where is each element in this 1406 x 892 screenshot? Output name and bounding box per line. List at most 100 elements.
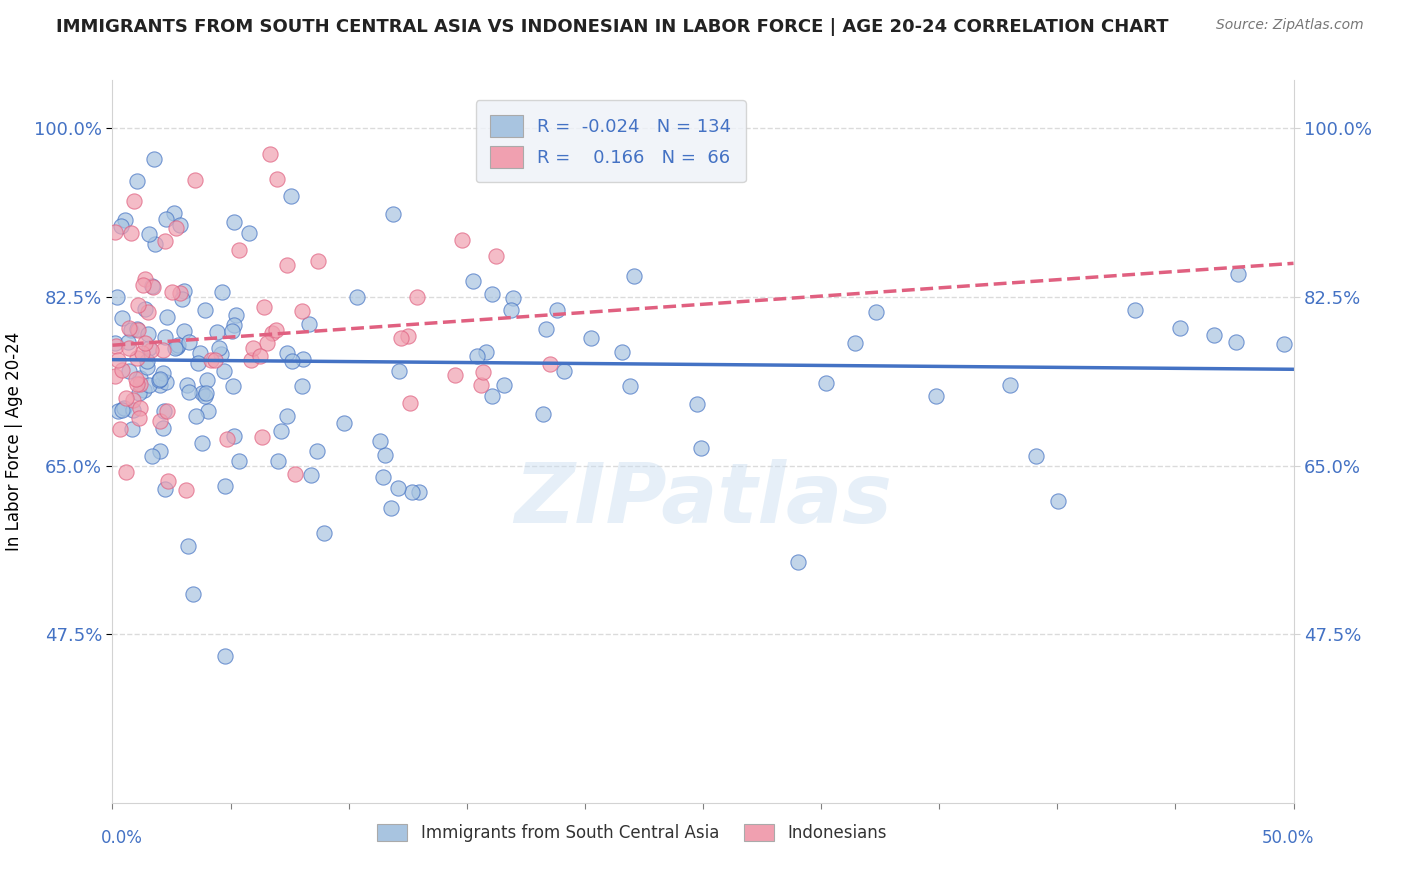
Point (481, 286, 503, 301)
Point (111, 403, 134, 417)
Point (104, 368, 127, 383)
Point (224, 214, 246, 228)
Point (470, 378, 492, 392)
Point (211, 285, 233, 299)
Point (169, 219, 191, 233)
Point (107, 404, 129, 418)
Point (546, 303, 568, 318)
Point (118, 364, 141, 378)
Point (276, 409, 298, 423)
Point (1204, 328, 1226, 343)
Point (134, 272, 156, 286)
Point (225, 308, 247, 322)
Point (152, 366, 174, 380)
Point (346, 290, 368, 304)
Point (499, 302, 522, 317)
Point (612, 345, 634, 359)
Point (112, 401, 135, 416)
Point (228, 454, 250, 468)
Point (160, 285, 183, 300)
Point (256, 336, 278, 351)
Point (276, 345, 298, 359)
Point (149, 414, 172, 428)
Point (135, 359, 157, 374)
Point (122, 392, 145, 407)
Point (368, 434, 391, 448)
Point (152, 421, 174, 435)
Point (120, 226, 142, 240)
Point (619, 379, 641, 393)
Point (141, 449, 163, 463)
Point (461, 274, 484, 288)
Point (105, 290, 128, 304)
Point (205, 326, 228, 340)
Point (110, 219, 132, 234)
Point (104, 336, 127, 351)
Point (534, 322, 557, 336)
Point (128, 385, 150, 400)
Point (104, 339, 127, 353)
Point (177, 384, 200, 399)
Point (149, 444, 172, 458)
Point (143, 152, 166, 166)
Point (371, 470, 394, 484)
Point (125, 371, 148, 385)
Point (132, 277, 155, 292)
Point (222, 318, 245, 332)
Point (291, 379, 314, 393)
Point (191, 435, 214, 450)
Point (114, 391, 136, 405)
Point (250, 430, 273, 444)
Point (579, 331, 602, 345)
Point (111, 363, 134, 377)
Point (143, 237, 166, 252)
Point (174, 483, 197, 497)
Point (387, 481, 409, 495)
Point (122, 194, 145, 209)
Point (141, 278, 163, 293)
Point (153, 483, 176, 497)
Point (1025, 450, 1047, 464)
Point (281, 353, 304, 368)
Point (197, 403, 219, 417)
Point (148, 373, 170, 387)
Point (381, 207, 404, 221)
Point (240, 353, 263, 368)
Point (128, 370, 150, 384)
Point (221, 324, 243, 338)
Point (135, 353, 157, 368)
Point (209, 347, 232, 361)
Point (217, 432, 239, 446)
Point (200, 352, 222, 367)
Point (127, 323, 149, 337)
Point (222, 429, 245, 443)
Point (399, 396, 422, 410)
Point (388, 364, 411, 378)
Point (188, 346, 211, 360)
Point (181, 587, 204, 601)
Point (266, 323, 288, 337)
Point (156, 474, 179, 488)
Point (136, 326, 159, 341)
Point (299, 467, 322, 482)
Point (125, 173, 148, 187)
Point (104, 225, 127, 239)
Point (141, 343, 163, 358)
Point (465, 349, 488, 363)
Point (125, 322, 148, 336)
Point (623, 269, 645, 284)
Point (155, 375, 177, 389)
Point (153, 235, 176, 249)
Point (134, 301, 156, 316)
Point (127, 298, 149, 312)
Point (169, 285, 191, 300)
Point (156, 310, 179, 324)
Point (689, 441, 711, 455)
Point (128, 376, 150, 391)
Point (165, 221, 187, 235)
Point (307, 443, 329, 458)
Point (115, 465, 138, 479)
Point (270, 424, 292, 438)
Point (125, 351, 148, 365)
Point (167, 338, 190, 352)
